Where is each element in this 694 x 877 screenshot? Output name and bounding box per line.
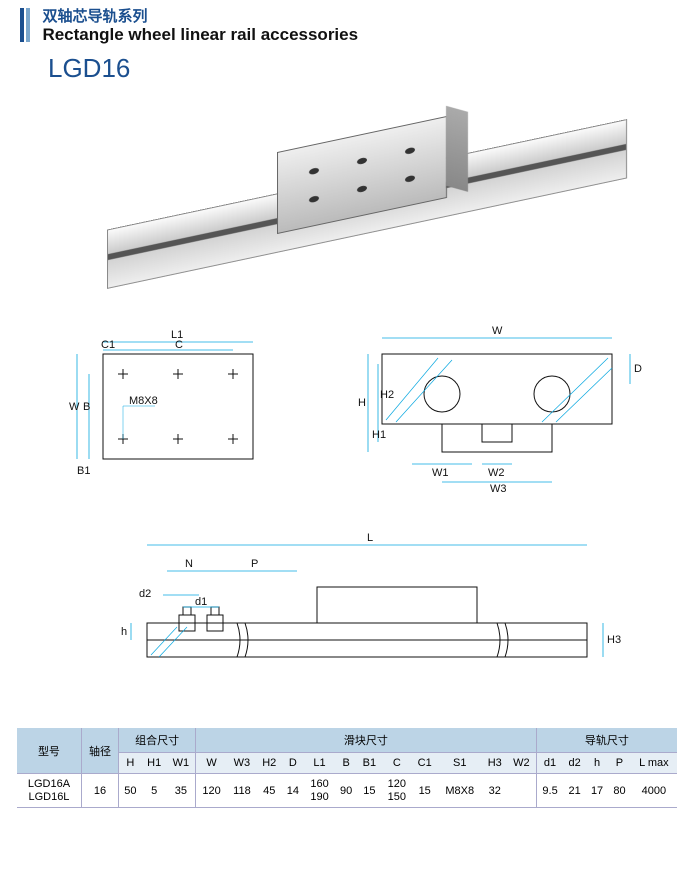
group-rail: 导轨尺寸 xyxy=(536,728,677,753)
model-code: LGD16 xyxy=(48,53,694,84)
cell-D: 14 xyxy=(282,774,304,808)
dim-C1: C1 xyxy=(101,339,115,351)
col-H2: H2 xyxy=(257,753,282,774)
col-C1col: C1 xyxy=(412,753,437,774)
product-render xyxy=(67,94,627,284)
drawings-row: M8X8 L1 C C1 W B B1 xyxy=(0,314,694,499)
cell-L1b: 190 xyxy=(306,791,333,804)
dim-H: H xyxy=(358,397,366,409)
dim-B1: B1 xyxy=(77,465,90,477)
col-model: 型号 xyxy=(17,728,81,774)
col-S1: S1 xyxy=(437,753,482,774)
series-title-en: Rectangle wheel linear rail accessories xyxy=(42,25,358,44)
page-header: 双轴芯导轨系列 Rectangle wheel linear rail acce… xyxy=(0,0,694,84)
col-W2c: W2 xyxy=(507,753,536,774)
col-W3: W3 xyxy=(227,753,257,774)
dim-C: C xyxy=(175,339,183,351)
dim-H3: H3 xyxy=(607,634,621,646)
col-Ccol: C xyxy=(381,753,412,774)
dim-h: h xyxy=(121,626,127,638)
drawing-top-view: M8X8 L1 C C1 W B B1 xyxy=(43,314,283,499)
cell-W: 120 xyxy=(196,774,228,808)
dim-L: L xyxy=(367,532,373,544)
cell-shaft: 16 xyxy=(81,774,118,808)
dim-d1: d1 xyxy=(195,596,207,608)
model-b: LGD16L xyxy=(19,791,79,804)
cell-d1: 9.5 xyxy=(536,774,563,808)
dim-W1: W1 xyxy=(432,467,449,479)
cell-models: LGD16A LGD16L xyxy=(17,774,81,808)
dim-Wfront: W xyxy=(492,325,503,337)
drawing-front-section: W D H H2 H1 W1 W2 W3 xyxy=(332,314,652,499)
cell-Cb: 150 xyxy=(383,791,410,804)
dim-W3: W3 xyxy=(490,483,507,494)
cell-W2 xyxy=(507,774,536,808)
dim-W: W xyxy=(69,401,80,413)
col-B1: B1 xyxy=(357,753,381,774)
cell-W3: 118 xyxy=(227,774,257,808)
col-hc: h xyxy=(586,753,608,774)
col-H1: H1 xyxy=(142,753,167,774)
dim-P: P xyxy=(251,558,258,570)
spec-table: 型号 轴径 组合尺寸 滑块尺寸 导轨尺寸 H H1 W1 W W3 H2 D L… xyxy=(17,728,677,808)
col-shaft: 轴径 xyxy=(81,728,118,774)
dim-D: D xyxy=(634,363,642,375)
col-B: B xyxy=(335,753,357,774)
cell-L1a: 160 xyxy=(306,778,333,791)
group-assembly: 组合尺寸 xyxy=(119,728,196,753)
col-d1c: d1 xyxy=(536,753,563,774)
dim-H1: H1 xyxy=(372,429,386,441)
col-Lmax: L max xyxy=(631,753,677,774)
model-a: LGD16A xyxy=(19,778,79,791)
cell-B1: 15 xyxy=(357,774,381,808)
table-group-row: 型号 轴径 组合尺寸 滑块尺寸 导轨尺寸 xyxy=(17,728,677,753)
col-H3c: H3 xyxy=(482,753,507,774)
cell-C: 120 150 xyxy=(381,774,412,808)
cell-C1: 15 xyxy=(412,774,437,808)
dim-B: B xyxy=(83,401,90,413)
series-title-cn: 双轴芯导轨系列 xyxy=(42,8,358,25)
cell-H2: 45 xyxy=(257,774,282,808)
dim-H2: H2 xyxy=(380,389,394,401)
cell-Lmax: 4000 xyxy=(631,774,677,808)
dim-d2: d2 xyxy=(139,588,151,600)
dim-N: N xyxy=(185,558,193,570)
cell-B: 90 xyxy=(335,774,357,808)
header-accent-bars xyxy=(20,8,32,47)
cell-S1: M8X8 xyxy=(437,774,482,808)
dim-W2f: W2 xyxy=(488,467,505,479)
cell-d2: 21 xyxy=(563,774,585,808)
drawing-side-view: L N P d2 d1 h H3 xyxy=(67,527,627,702)
cell-H1: 5 xyxy=(142,774,167,808)
col-D: D xyxy=(282,753,304,774)
col-W: W xyxy=(196,753,228,774)
cell-H: 50 xyxy=(119,774,142,808)
cell-L1: 160 190 xyxy=(304,774,335,808)
cell-P: 80 xyxy=(608,774,630,808)
cell-h: 17 xyxy=(586,774,608,808)
col-H: H xyxy=(119,753,142,774)
cell-H3: 32 xyxy=(482,774,507,808)
group-block: 滑块尺寸 xyxy=(196,728,537,753)
col-W1: W1 xyxy=(167,753,196,774)
header-titles: 双轴芯导轨系列 Rectangle wheel linear rail acce… xyxy=(42,8,358,44)
cell-Ca: 120 xyxy=(383,778,410,791)
col-d2c: d2 xyxy=(563,753,585,774)
table-row: LGD16A LGD16L 16 50 5 35 120 118 45 14 1… xyxy=(17,774,677,808)
col-Pc: P xyxy=(608,753,630,774)
cell-W1: 35 xyxy=(167,774,196,808)
hole-note: M8X8 xyxy=(129,395,158,407)
col-L1: L1 xyxy=(304,753,335,774)
